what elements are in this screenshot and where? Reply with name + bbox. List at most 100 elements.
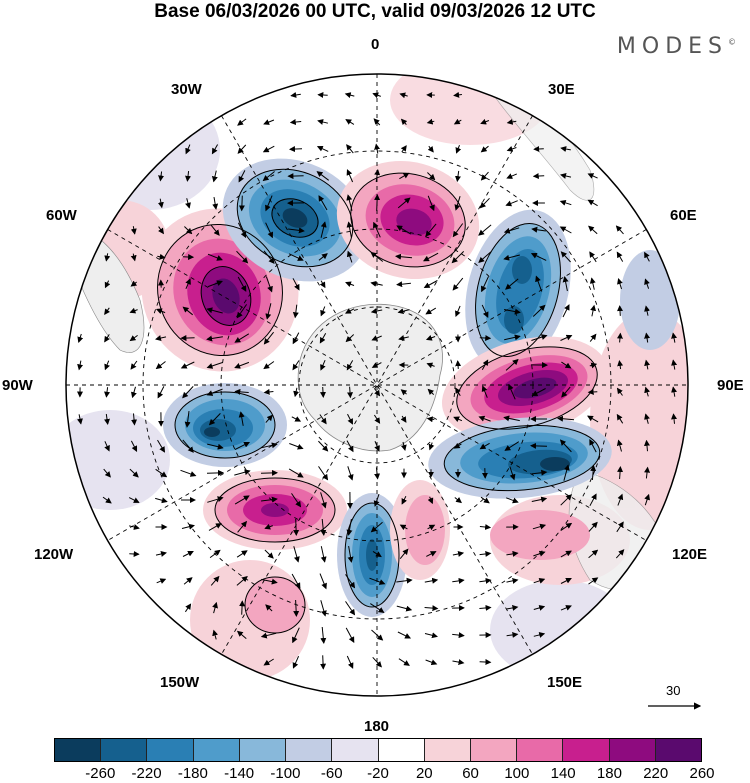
wind-vector [185,198,191,209]
wind-vector [371,335,382,341]
wind-vector [263,119,275,125]
wind-vector [372,656,382,668]
wind-vector [589,439,597,453]
wind-vector [426,551,437,557]
wind-vector [346,655,354,669]
wind-vector [206,335,223,342]
wind-vector [129,468,139,478]
wind-vector [617,278,623,290]
wind-vector [260,632,277,639]
wind-vector [560,522,573,532]
wind-vector [588,225,598,235]
wind-vector [292,278,300,291]
colorbar-swatch-12 [609,739,656,761]
wind-vector [455,170,461,183]
map-border [65,73,689,697]
colorbar-swatch-9 [470,739,518,761]
wind-vector [318,253,328,261]
wind-vector [504,441,520,451]
colorbar-swatch-4 [239,739,287,761]
wind-vector [455,305,461,318]
colorbar-ticks: -260 -220 -180 -140 -100 -60 -20 20 60 100 140 180 2… [54,762,714,783]
wind-vector [589,277,596,290]
wind-vector [184,226,193,235]
colorbar-tick-label: 180 [596,765,622,782]
wind-vector [399,172,410,180]
wind-vector [427,145,434,153]
wind-vector [533,550,546,557]
wind-vector [157,198,164,209]
wind-vector [104,307,111,316]
wind-vector [263,361,275,370]
colorbar-tick-label: 140 [550,765,576,782]
wind-vector [317,119,329,125]
wind-vector [211,170,218,183]
colorbar-tick-label: -140 [224,765,255,782]
wind-vector [452,223,464,238]
wind-vector [423,280,438,288]
wind-vector [506,577,519,584]
wind-vector [292,655,300,669]
colorbar-tick-label: -260 [85,765,116,782]
brand-mark: © [728,37,736,47]
colorbar-tick-label: -60 [320,765,343,782]
wind-vector [478,251,492,263]
wind-vector [212,629,219,640]
wind-vector [130,440,138,452]
wind-vector [398,335,409,341]
wind-vector [508,383,516,400]
lon-label-30w: 30W [171,81,202,98]
colorbar-tick-label: -180 [177,765,208,782]
wind-vector [426,362,435,369]
wind-vector [452,551,465,557]
wind-vector [319,414,327,425]
wind-vector [503,227,520,234]
wind-vector [396,281,411,288]
wind-vector [532,523,547,530]
wind-vector [560,146,571,152]
wind-vector [504,308,521,315]
wind-vector [180,361,195,369]
map-title: Base 06/03/2026 00 UTC, valid 09/03/2026… [154,1,596,22]
wind-vector [559,439,572,453]
wind-vector [206,307,223,314]
wind-vector [288,253,304,261]
wind-vector [288,468,304,478]
wind-vector [182,386,194,399]
wind-vector [208,523,222,531]
wind-vector [346,194,353,211]
wind-vector [533,605,546,611]
wind-vector [506,604,519,611]
wind-vector [399,92,408,99]
wind-vector [373,118,381,126]
wind-vector [237,144,247,154]
wind-vector [182,306,194,316]
wind-vector [455,145,462,154]
wind-vector [292,360,300,371]
wind-vector [103,468,111,478]
wind-vector [479,442,490,450]
wind-vector [320,306,326,317]
wind-vector [561,386,571,398]
wind-vector [644,251,650,262]
wind-vector [237,276,247,292]
wind-vector [425,334,436,341]
wind-vector [347,386,354,399]
colorbar-swatch-6 [332,739,379,761]
colorbar-swatch-7 [378,739,425,761]
wind-vector [453,416,463,423]
wind-vector [184,603,192,613]
wind-vector [155,335,167,341]
wind-vector [562,276,569,292]
wind-vector [157,439,166,453]
wind-vector [181,523,195,530]
wind-vector [234,333,250,343]
wind-vector [397,197,411,209]
wind-vector [104,360,110,371]
colorbar-tick-label: 220 [643,765,669,782]
wind-vector [158,171,165,182]
wind-vector [531,226,546,233]
wind-vector [560,605,572,611]
wind-vector [289,119,302,126]
wind-vector [212,601,218,614]
